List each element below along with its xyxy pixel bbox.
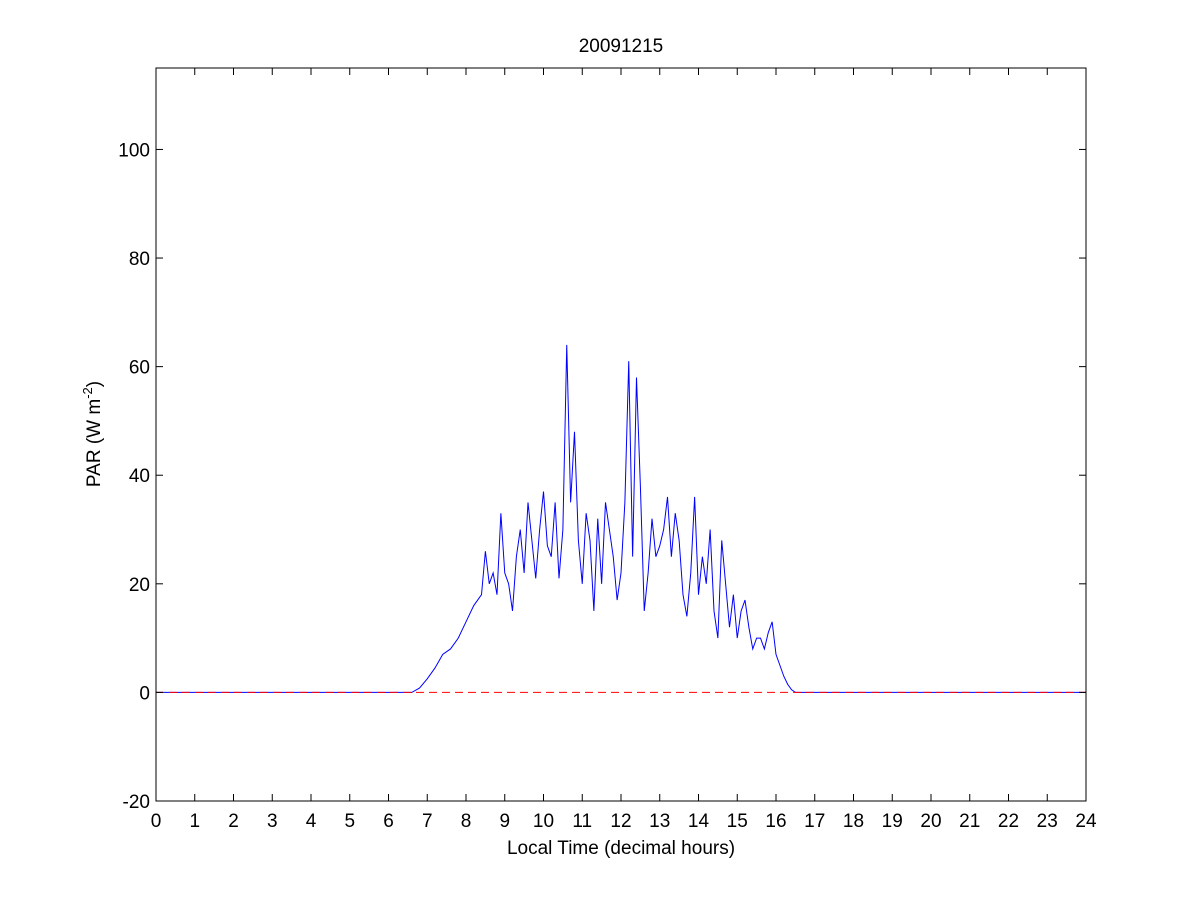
y-tick-label: 40 (129, 466, 150, 487)
plot-layer (156, 344, 1086, 693)
x-tick-label: 22 (998, 811, 1019, 832)
x-tick-label: 20 (920, 811, 941, 832)
x-tick-label: 23 (1037, 811, 1058, 832)
x-tick-label: 5 (344, 811, 355, 832)
x-tick-label: 7 (422, 811, 433, 832)
x-tick-label: 21 (959, 811, 980, 832)
x-tick-label: 15 (727, 811, 748, 832)
x-tick-label: 9 (499, 811, 510, 832)
y-tick-label: 20 (129, 575, 150, 596)
y-tick-label: 100 (118, 140, 150, 161)
y-axis-label-superscript: -2 (80, 387, 95, 399)
x-tick-label: 13 (649, 811, 670, 832)
x-axis-label: Local Time (decimal hours) (507, 838, 735, 859)
x-tick-label: 6 (383, 811, 394, 832)
axes-box (155, 67, 1087, 802)
x-tick-label: 16 (765, 811, 786, 832)
x-tick-label: 11 (572, 811, 592, 832)
y-axis-label-main: PAR (W m (84, 399, 105, 487)
y-axis-label-suffix: ) (84, 381, 105, 387)
y-axis-label: PAR (W m-2) (80, 381, 105, 487)
x-tick-label: 3 (267, 811, 278, 832)
x-tick-label: 12 (610, 811, 631, 832)
par-series-line (156, 344, 1086, 693)
y-tick-label: 80 (129, 249, 150, 270)
x-tick-label: 2 (228, 811, 239, 832)
chart-title: 20091215 (579, 36, 664, 57)
x-tick-label: 18 (843, 811, 864, 832)
x-tick-label: 4 (306, 811, 317, 832)
x-tick-label: 10 (533, 811, 554, 832)
x-tick-label: 14 (688, 811, 710, 832)
x-tick-label: 19 (882, 811, 903, 832)
x-tick-label: 24 (1075, 811, 1097, 832)
x-tick-label: 1 (189, 811, 200, 832)
x-tick-label: 0 (151, 811, 162, 832)
tick-layer: 0 1 2 3 4 5 6 7 8 9 10 11 12 13 14 15 16 17 18 19 20 21 22 23 24… (118, 68, 1097, 832)
y-tick-label: 60 (129, 358, 150, 379)
y-tick-label: -20 (123, 792, 150, 813)
y-tick-label: 0 (139, 683, 150, 704)
x-tick-label: 17 (804, 811, 825, 832)
x-tick-label: 8 (461, 811, 472, 832)
